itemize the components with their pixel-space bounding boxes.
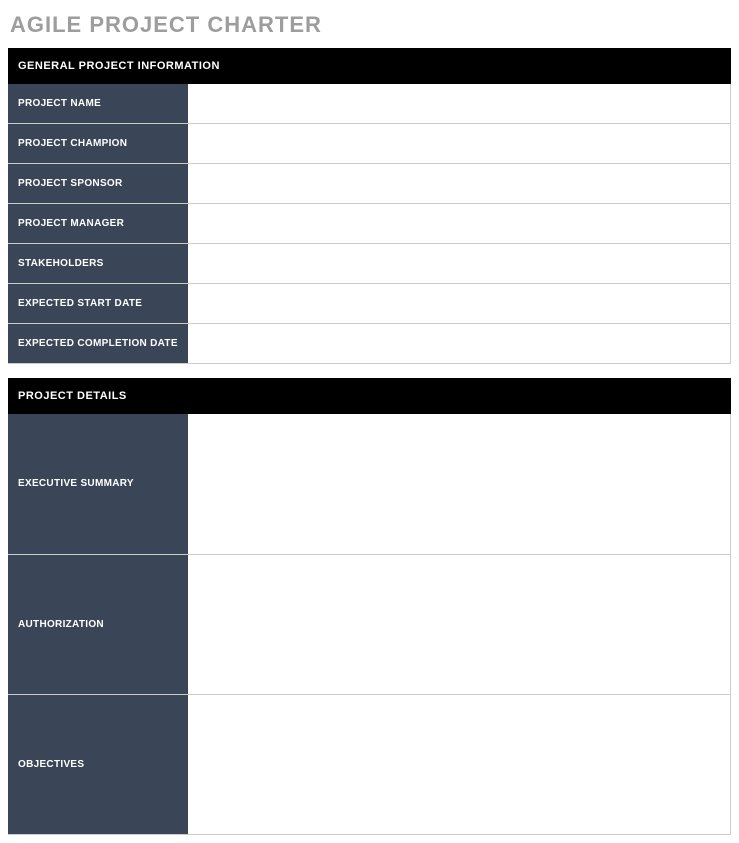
value-cell	[188, 284, 731, 324]
project-details-table: EXECUTIVE SUMMARY AUTHORIZATION OBJECTIV…	[8, 414, 731, 835]
value-cell	[188, 414, 731, 554]
executive-summary-input[interactable]	[188, 462, 730, 506]
table-row: OBJECTIVES	[8, 694, 731, 834]
page-title: AGILE PROJECT CHARTER	[0, 0, 739, 48]
objectives-input[interactable]	[188, 742, 730, 786]
table-row: AUTHORIZATION	[8, 554, 731, 694]
value-cell	[188, 204, 731, 244]
value-cell	[188, 694, 731, 834]
authorization-input[interactable]	[188, 602, 730, 646]
expected-start-date-input[interactable]	[188, 286, 730, 322]
table-row: EXECUTIVE SUMMARY	[8, 414, 731, 554]
value-cell	[188, 554, 731, 694]
label-project-sponsor: PROJECT SPONSOR	[8, 164, 188, 204]
label-objectives: OBJECTIVES	[8, 694, 188, 834]
value-cell	[188, 244, 731, 284]
project-sponsor-input[interactable]	[188, 166, 730, 202]
label-project-name: PROJECT NAME	[8, 84, 188, 124]
value-cell	[188, 124, 731, 164]
label-stakeholders: STAKEHOLDERS	[8, 244, 188, 284]
project-name-input[interactable]	[188, 86, 730, 122]
label-authorization: AUTHORIZATION	[8, 554, 188, 694]
label-expected-completion-date: EXPECTED COMPLETION DATE	[8, 324, 188, 364]
expected-completion-date-input[interactable]	[188, 326, 730, 362]
label-expected-start-date: EXPECTED START DATE	[8, 284, 188, 324]
value-cell	[188, 84, 731, 124]
table-row: EXPECTED START DATE	[8, 284, 731, 324]
section-header-general: GENERAL PROJECT INFORMATION	[8, 48, 731, 84]
value-cell	[188, 324, 731, 364]
label-project-champion: PROJECT CHAMPION	[8, 124, 188, 164]
table-row: PROJECT NAME	[8, 84, 731, 124]
project-manager-input[interactable]	[188, 206, 730, 242]
label-project-manager: PROJECT MANAGER	[8, 204, 188, 244]
value-cell	[188, 164, 731, 204]
stakeholders-input[interactable]	[188, 246, 730, 282]
table-row: PROJECT SPONSOR	[8, 164, 731, 204]
label-executive-summary: EXECUTIVE SUMMARY	[8, 414, 188, 554]
table-row: STAKEHOLDERS	[8, 244, 731, 284]
section-header-details: PROJECT DETAILS	[8, 378, 731, 414]
table-row: EXPECTED COMPLETION DATE	[8, 324, 731, 364]
project-champion-input[interactable]	[188, 126, 730, 162]
table-row: PROJECT CHAMPION	[8, 124, 731, 164]
general-info-table: PROJECT NAME PROJECT CHAMPION PROJECT SP…	[8, 84, 731, 364]
table-row: PROJECT MANAGER	[8, 204, 731, 244]
